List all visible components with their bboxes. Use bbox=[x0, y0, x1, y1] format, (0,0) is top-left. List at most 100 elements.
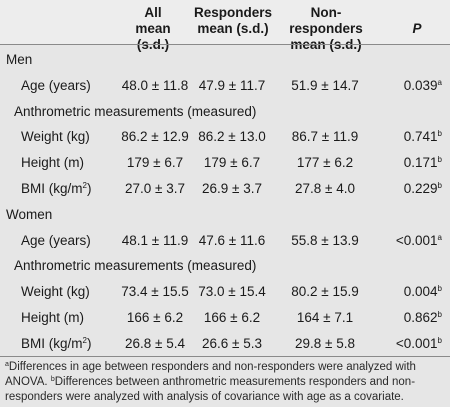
p-value-superscript: b bbox=[437, 310, 442, 319]
footnote-a-marker: a bbox=[5, 361, 9, 368]
cell-responders: 73.0 ± 15.4 bbox=[198, 284, 266, 299]
cell-responders: 26.9 ± 3.7 bbox=[202, 181, 262, 196]
cell-all: 27.0 ± 3.7 bbox=[125, 181, 185, 196]
p-value-text: 0.004 bbox=[403, 284, 438, 299]
cell-nonresponders: 80.2 ± 15.9 bbox=[291, 284, 359, 299]
header-all: All mean (s.d.) bbox=[118, 5, 188, 53]
row-label-text: Height (m) bbox=[21, 155, 85, 170]
label-superscript: 2 bbox=[82, 336, 87, 345]
row-label: Weight (kg) bbox=[21, 125, 90, 149]
header-p-value: P bbox=[412, 21, 422, 36]
cell-responders: 86.2 ± 13.0 bbox=[198, 129, 266, 144]
cell-p-value: 0.862b bbox=[404, 306, 442, 330]
cell-all: 48.1 ± 11.9 bbox=[121, 233, 189, 248]
cell-all: 48.0 ± 11.8 bbox=[121, 78, 189, 93]
cell-p-value: 0.004b bbox=[404, 280, 442, 304]
cell-p-value: 0.741b bbox=[404, 125, 442, 149]
row-label-text: Anthrometric measurements (measured) bbox=[14, 104, 257, 119]
cell-p-value: <0.001b bbox=[396, 332, 442, 356]
header-responders: Responders mean (s.d.) bbox=[190, 5, 276, 37]
table-section-row: Men bbox=[0, 48, 450, 72]
cell-nonresponders: 55.8 ± 13.9 bbox=[291, 233, 359, 248]
table-row: BMI (kg/m2) 27.0 ± 3.7 26.9 ± 3.7 27.8 ± 4.… bbox=[0, 177, 450, 201]
cell-all: 73.4 ± 15.5 bbox=[121, 284, 189, 299]
row-label: Weight (kg) bbox=[21, 280, 90, 304]
p-value-text: <0.001 bbox=[395, 233, 438, 248]
section-label: Anthrometric measurements (measured) bbox=[14, 100, 256, 124]
label-end: ) bbox=[86, 181, 92, 196]
p-value-text: 0.039 bbox=[403, 78, 438, 93]
table-section-row: Anthrometric measurements (measured) bbox=[0, 254, 450, 278]
table-header: All mean (s.d.) Responders mean (s.d.) N… bbox=[0, 0, 450, 52]
p-value-text: 0.862 bbox=[403, 310, 438, 325]
row-label-text: BMI (kg/m bbox=[21, 181, 83, 196]
cell-responders: 26.6 ± 5.3 bbox=[202, 336, 262, 351]
table-row: Height (m) 166 ± 6.2 166 ± 6.2 164 ± 7.1 0.8… bbox=[0, 306, 450, 330]
cell-p-value: 0.171b bbox=[404, 151, 442, 175]
cell-nonresponders: 177 ± 6.2 bbox=[296, 155, 354, 170]
row-label-text: Age (years) bbox=[21, 78, 91, 93]
p-value-text: <0.001 bbox=[395, 336, 438, 351]
label-superscript: 2 bbox=[82, 181, 87, 190]
p-value-superscript: a bbox=[437, 233, 442, 242]
row-label-text: Height (m) bbox=[21, 310, 85, 325]
table-row: Weight (kg) 86.2 ± 12.9 86.2 ± 13.0 86.7 ± … bbox=[0, 125, 450, 149]
footer-divider bbox=[0, 356, 450, 357]
section-label: Anthrometric measurements (measured) bbox=[14, 254, 256, 278]
cell-all: 179 ± 6.7 bbox=[126, 155, 184, 170]
cell-all: 86.2 ± 12.9 bbox=[121, 129, 189, 144]
cell-p-value: 0.229b bbox=[404, 177, 442, 201]
p-value-text: 0.171 bbox=[403, 155, 438, 170]
table-row: Height (m) 179 ± 6.7 179 ± 6.7 177 ± 6.2 0.1… bbox=[0, 151, 450, 175]
section-label: Women bbox=[6, 203, 52, 227]
cell-nonresponders: 164 ± 7.1 bbox=[296, 310, 354, 325]
row-label: Age (years) bbox=[21, 229, 91, 253]
header-responders-title: Responders bbox=[193, 5, 273, 20]
cell-nonresponders: 86.7 ± 11.9 bbox=[291, 129, 359, 144]
p-value-superscript: b bbox=[437, 336, 442, 345]
row-label-text: Weight (kg) bbox=[21, 129, 90, 144]
row-label-text: Women bbox=[6, 207, 53, 222]
cell-responders: 47.9 ± 11.7 bbox=[198, 78, 266, 93]
p-value-text: 0.741 bbox=[403, 129, 438, 144]
cell-nonresponders: 29.8 ± 5.8 bbox=[295, 336, 355, 351]
row-label: BMI (kg/m2) bbox=[21, 177, 91, 201]
header-all-title: All bbox=[144, 5, 162, 20]
label-end: ) bbox=[86, 336, 92, 351]
row-label-text: Men bbox=[6, 52, 33, 67]
header-nonresponders: Non-responders mean (s.d.) bbox=[276, 5, 376, 53]
cell-p-value: <0.001a bbox=[396, 229, 442, 253]
table-row: Age (years) 48.0 ± 11.8 47.9 ± 11.7 51.9 ± … bbox=[0, 74, 450, 98]
table-row: BMI (kg/m2) 26.8 ± 5.4 26.6 ± 5.3 29.8 ± 5.… bbox=[0, 332, 450, 356]
table-footnote: aDifferences in age between responders a… bbox=[5, 360, 445, 405]
row-label-text: Anthrometric measurements (measured) bbox=[14, 258, 257, 273]
table-section-row: Anthrometric measurements (measured) bbox=[0, 100, 450, 124]
table-row: Weight (kg) 73.4 ± 15.5 73.0 ± 15.4 80.2 ± … bbox=[0, 280, 450, 304]
section-label: Men bbox=[6, 48, 32, 72]
p-value-superscript: b bbox=[437, 181, 442, 190]
p-value-superscript: b bbox=[437, 129, 442, 138]
cell-responders: 166 ± 6.2 bbox=[203, 310, 261, 325]
row-label-text: Age (years) bbox=[21, 233, 91, 248]
table-row: Age (years) 48.1 ± 11.9 47.6 ± 11.6 55.8 ± … bbox=[0, 229, 450, 253]
row-label: Age (years) bbox=[21, 74, 91, 98]
table-section-row: Women bbox=[0, 203, 450, 227]
p-value-superscript: b bbox=[437, 284, 442, 293]
row-label-text: Weight (kg) bbox=[21, 284, 90, 299]
cell-responders: 179 ± 6.7 bbox=[203, 155, 261, 170]
p-value-superscript: a bbox=[437, 78, 442, 87]
cell-nonresponders: 27.8 ± 4.0 bbox=[295, 181, 355, 196]
footnote-b-marker: b bbox=[50, 376, 55, 383]
header-nonresponders-title: Non-responders bbox=[289, 5, 363, 36]
row-label: BMI (kg/m2) bbox=[21, 332, 91, 356]
cell-p-value: 0.039a bbox=[404, 74, 442, 98]
footnote-b-text: Differences between anthrometric measure… bbox=[5, 376, 416, 403]
p-value-superscript: b bbox=[437, 155, 442, 164]
p-value-text: 0.229 bbox=[403, 181, 438, 196]
row-label: Height (m) bbox=[21, 151, 84, 175]
header-divider bbox=[0, 44, 450, 45]
cell-all: 26.8 ± 5.4 bbox=[125, 336, 185, 351]
row-label: Height (m) bbox=[21, 306, 84, 330]
footnote-a-text: Differences in age between responders an… bbox=[5, 361, 416, 388]
